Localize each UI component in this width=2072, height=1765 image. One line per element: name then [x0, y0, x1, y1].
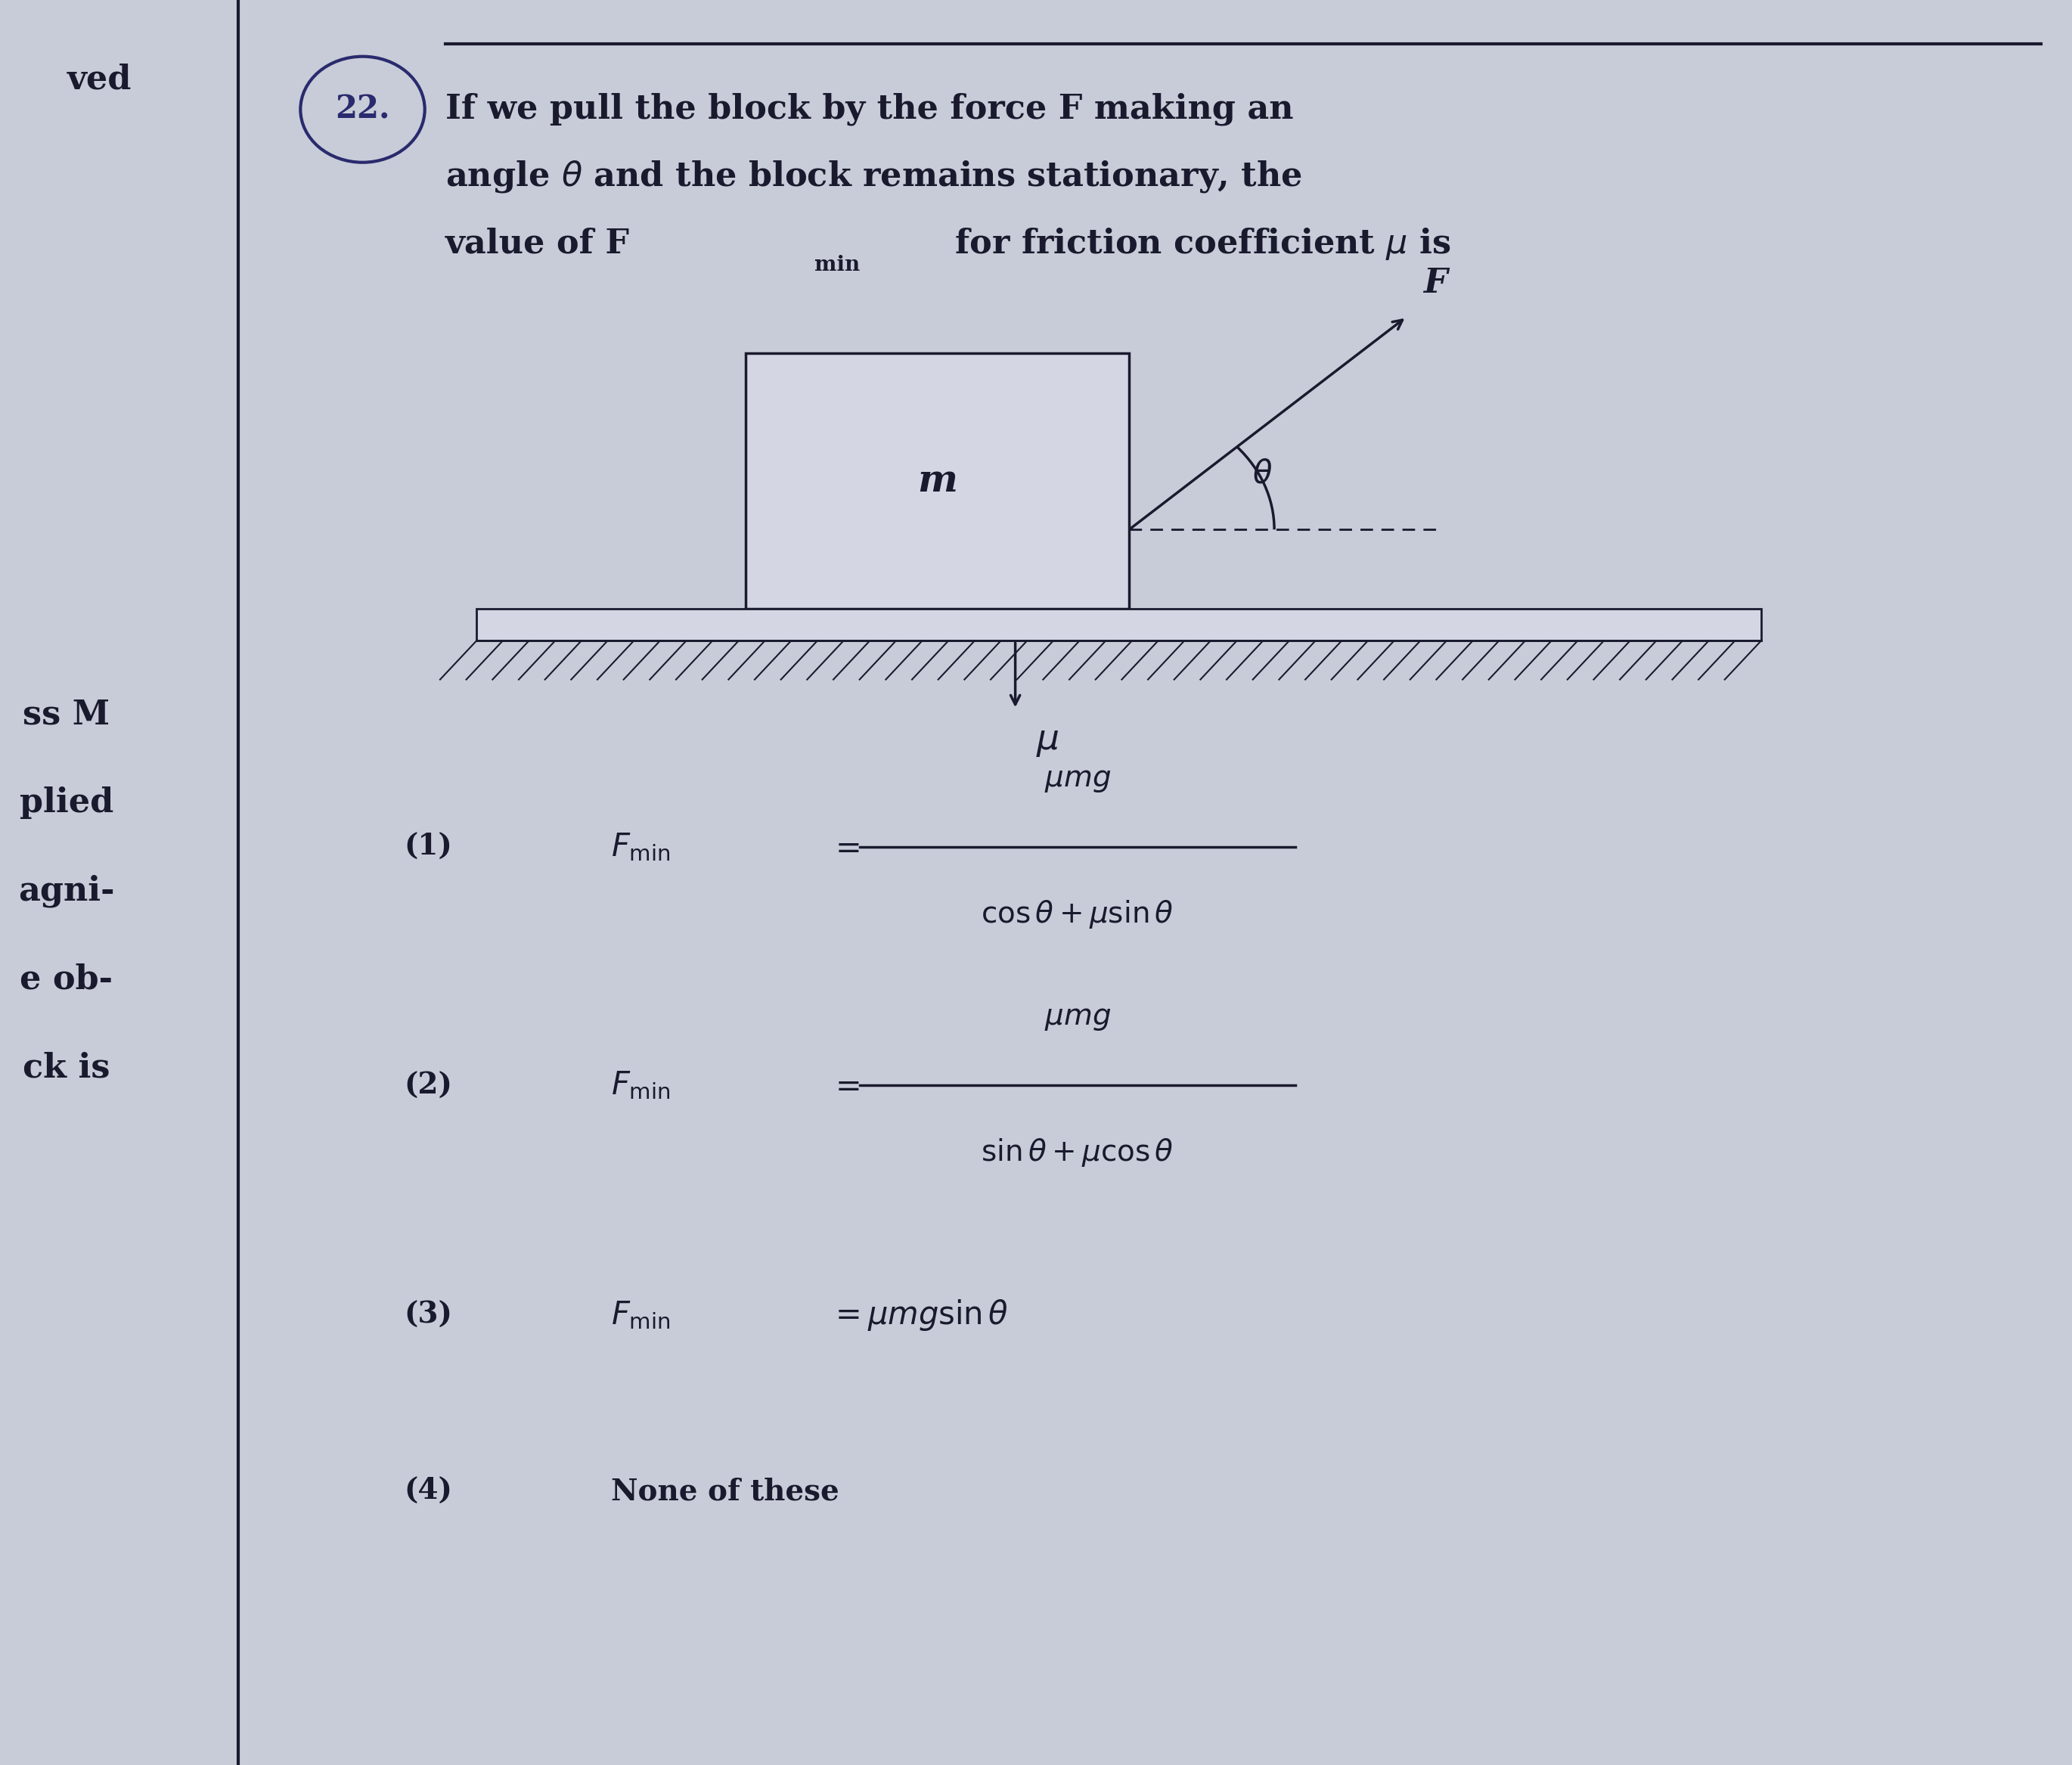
Text: min: min: [814, 254, 860, 275]
Text: F: F: [1423, 267, 1446, 300]
Text: $= \mu mg\sin\theta$: $= \mu mg\sin\theta$: [829, 1297, 1009, 1333]
Text: (3): (3): [404, 1301, 452, 1329]
Text: $\mu mg$: $\mu mg$: [1044, 766, 1111, 794]
Text: ved: ved: [66, 64, 133, 95]
Text: $F_{\mathrm{min}}$: $F_{\mathrm{min}}$: [611, 831, 671, 863]
Text: value of F: value of F: [445, 228, 630, 259]
Text: (4): (4): [404, 1477, 452, 1506]
Text: $\theta$: $\theta$: [1251, 459, 1272, 491]
Text: for friction coefficient $\mu$ is: for friction coefficient $\mu$ is: [943, 226, 1450, 261]
Text: 22.: 22.: [336, 94, 390, 125]
Text: (1): (1): [404, 833, 452, 861]
Text: $\mu mg$: $\mu mg$: [1044, 1004, 1111, 1033]
Text: (2): (2): [404, 1071, 452, 1100]
Text: $F_{\mathrm{min}}$: $F_{\mathrm{min}}$: [611, 1299, 671, 1331]
Text: agni-: agni-: [19, 875, 114, 907]
Text: $F_{\mathrm{min}}$: $F_{\mathrm{min}}$: [611, 1070, 671, 1101]
Text: If we pull the block by the force F making an: If we pull the block by the force F maki…: [445, 94, 1293, 125]
Text: ck is: ck is: [23, 1052, 110, 1084]
Bar: [477, 609, 1761, 641]
Text: angle $\theta$ and the block remains stationary, the: angle $\theta$ and the block remains sta…: [445, 159, 1303, 194]
Text: $\mu$: $\mu$: [1036, 724, 1059, 759]
Text: ss M: ss M: [23, 699, 110, 731]
Bar: [746, 353, 1129, 609]
Text: $=$: $=$: [829, 831, 860, 863]
Text: plied: plied: [19, 787, 114, 819]
Text: $=$: $=$: [829, 1070, 860, 1101]
Text: m: m: [918, 462, 957, 499]
Text: None of these: None of these: [611, 1477, 839, 1506]
Text: e ob-: e ob-: [21, 964, 112, 995]
Text: $\cos\theta + \mu\sin\theta$: $\cos\theta + \mu\sin\theta$: [980, 898, 1175, 930]
Text: $\sin\theta + \mu\cos\theta$: $\sin\theta + \mu\cos\theta$: [980, 1137, 1175, 1168]
